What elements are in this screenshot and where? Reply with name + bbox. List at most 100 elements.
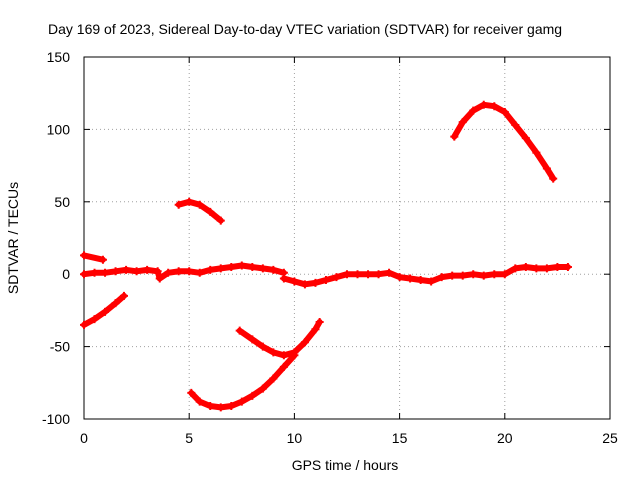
- data-point: [132, 267, 141, 276]
- x-tick-label: 15: [392, 430, 408, 446]
- data-point: [469, 270, 478, 279]
- y-axis-label: SDTVAR / TECUs: [5, 182, 21, 294]
- data-point: [206, 401, 215, 410]
- series-arc-f: [450, 100, 558, 183]
- data-point: [427, 277, 436, 286]
- data-point: [374, 270, 383, 279]
- data-point: [279, 351, 288, 360]
- data-point: [406, 274, 415, 283]
- data-point: [153, 267, 162, 276]
- data-point: [364, 270, 373, 279]
- data-point: [237, 397, 246, 406]
- data-point: [90, 268, 99, 277]
- data-point: [248, 335, 257, 344]
- data-point: [279, 274, 288, 283]
- series-line: [280, 264, 571, 288]
- data-point: [195, 397, 204, 406]
- x-tick-label: 20: [497, 430, 513, 446]
- data-point: [542, 264, 551, 273]
- data-point: [563, 262, 572, 271]
- data-point: [479, 100, 488, 109]
- data-point: [332, 273, 341, 282]
- data-point: [343, 270, 351, 279]
- data-point: [448, 271, 457, 280]
- data-point: [469, 106, 478, 115]
- data-point: [479, 271, 488, 280]
- data-point: [185, 197, 194, 206]
- y-tick-label: 150: [47, 49, 71, 65]
- data-point: [450, 132, 459, 141]
- data-point: [80, 320, 88, 329]
- data-point: [119, 291, 128, 300]
- grid-lines: [84, 57, 610, 419]
- data-point: [269, 348, 278, 357]
- x-tick-label: 0: [80, 430, 88, 446]
- data-point: [458, 271, 467, 280]
- data-point: [155, 274, 164, 283]
- data-point: [500, 108, 509, 117]
- y-tick-label: 0: [62, 266, 70, 282]
- series-arc-c: [174, 197, 225, 225]
- series-baseline-1: [80, 261, 288, 283]
- data-point: [143, 265, 152, 274]
- data-point: [500, 270, 509, 279]
- data-point: [258, 384, 267, 393]
- data-point: [511, 264, 520, 273]
- data-point: [290, 348, 299, 357]
- y-tick-label: -50: [50, 339, 70, 355]
- data-point: [216, 216, 225, 225]
- data-point: [248, 391, 257, 400]
- data-point: [300, 338, 309, 347]
- series-arc-b: [80, 291, 128, 329]
- data-point: [416, 275, 425, 284]
- data-point: [227, 401, 236, 410]
- data-point: [122, 265, 131, 274]
- data-point: [80, 270, 88, 279]
- data-point: [258, 264, 267, 273]
- data-point: [235, 326, 244, 335]
- data-point: [542, 164, 551, 173]
- x-tick-label: 5: [185, 430, 193, 446]
- data-point: [195, 268, 204, 277]
- data-point: [195, 200, 204, 209]
- data-point: [185, 267, 194, 276]
- series-line: [451, 101, 557, 182]
- series-arc-e: [235, 317, 324, 360]
- data-point: [111, 299, 120, 308]
- chart-title: Day 169 of 2023, Sidereal Day-to-day VTE…: [48, 21, 562, 37]
- data-point: [315, 317, 324, 326]
- series-line: [81, 292, 127, 328]
- y-tick-label: 50: [54, 194, 70, 210]
- data-point: [521, 262, 530, 271]
- data-point: [490, 102, 499, 111]
- data-point: [237, 261, 246, 270]
- data-point: [248, 262, 257, 271]
- series-arc-d: [187, 351, 299, 412]
- data-point: [216, 403, 225, 412]
- data-point: [279, 362, 288, 371]
- data-point: [206, 265, 215, 274]
- data-point: [174, 200, 183, 209]
- data-point: [269, 374, 278, 383]
- data-point: [532, 148, 541, 157]
- x-tick-label: 25: [602, 430, 618, 446]
- data-point: [216, 264, 225, 273]
- data-point: [101, 307, 110, 316]
- data-point: [353, 270, 362, 279]
- data-point: [187, 388, 196, 397]
- x-axis-label: GPS time / hours: [292, 457, 399, 473]
- data-point: [321, 275, 330, 284]
- data-point: [521, 134, 530, 143]
- data-point: [553, 262, 562, 271]
- y-tick-label: -100: [42, 411, 70, 427]
- data-point: [511, 121, 520, 130]
- data-point: [290, 277, 299, 286]
- data-point: [164, 268, 173, 277]
- data-point: [311, 278, 320, 287]
- data-point: [90, 315, 99, 324]
- series-line: [188, 352, 298, 411]
- data-point: [385, 268, 394, 277]
- plot-frame: [83, 56, 611, 420]
- series-baseline-2: [279, 262, 572, 289]
- data-point: [458, 118, 467, 127]
